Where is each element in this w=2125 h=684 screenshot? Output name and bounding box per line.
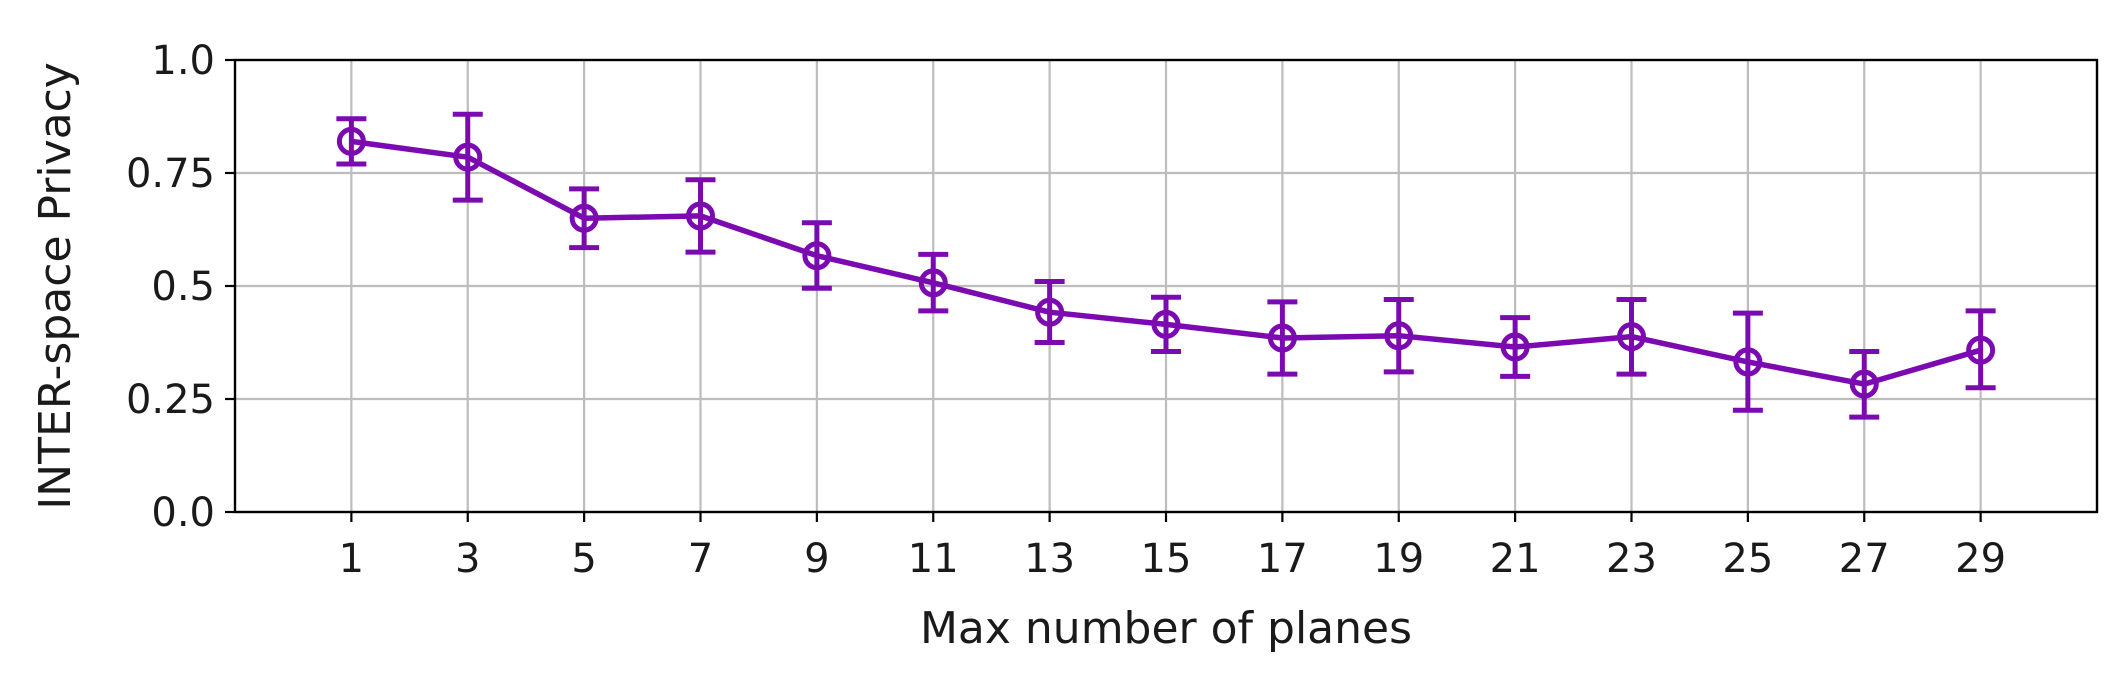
x-axis-label: Max number of planes xyxy=(920,603,1412,654)
x-tick-label: 21 xyxy=(1490,536,1541,582)
y-tick-label: 0.25 xyxy=(126,377,215,423)
data-point xyxy=(1966,335,1996,365)
ticks: 1 3 5 7 9 11 13 15 17 19 21 23 25 27 290.00.250.50.751… xyxy=(126,38,2006,582)
x-tick-label: 3 xyxy=(455,536,480,582)
x-tick-label: 19 xyxy=(1373,536,1424,582)
data-point xyxy=(1035,297,1065,327)
series xyxy=(336,111,1996,420)
x-tick-label: 17 xyxy=(1257,536,1308,582)
x-tick-label: 11 xyxy=(908,536,959,582)
grid xyxy=(235,60,2097,512)
y-tick-label: 0.75 xyxy=(126,151,215,197)
x-tick-label: 29 xyxy=(1955,536,2006,582)
x-tick-label: 25 xyxy=(1722,536,1773,582)
x-tick-label: 13 xyxy=(1024,536,1075,582)
data-point xyxy=(1500,332,1530,362)
data-point xyxy=(453,142,483,172)
data-point xyxy=(1617,322,1646,352)
data-point xyxy=(918,268,948,298)
y-tick-label: 0.0 xyxy=(151,490,215,536)
data-point xyxy=(1733,347,1763,377)
series-layer xyxy=(336,111,1996,420)
x-tick-label: 23 xyxy=(1606,536,1657,582)
x-tick-label: 9 xyxy=(804,536,829,582)
x-tick-label: 7 xyxy=(688,536,713,582)
data-point xyxy=(336,126,366,156)
x-tick-label: 1 xyxy=(339,536,364,582)
data-point xyxy=(686,201,715,231)
x-tick-label: 15 xyxy=(1141,536,1192,582)
data-point xyxy=(802,241,832,271)
y-tick-label: 0.5 xyxy=(151,264,215,310)
data-point xyxy=(1384,321,1414,351)
series-line xyxy=(351,138,1982,387)
x-tick-label: 5 xyxy=(571,536,596,582)
x-tick-label: 27 xyxy=(1839,536,1890,582)
y-tick-label: 1.0 xyxy=(151,38,215,84)
data-point xyxy=(569,203,599,233)
data-point xyxy=(1849,369,1879,399)
data-point xyxy=(1267,323,1297,353)
data-point xyxy=(1151,309,1181,339)
y-axis-label: INTER-space Privacy xyxy=(30,62,81,510)
